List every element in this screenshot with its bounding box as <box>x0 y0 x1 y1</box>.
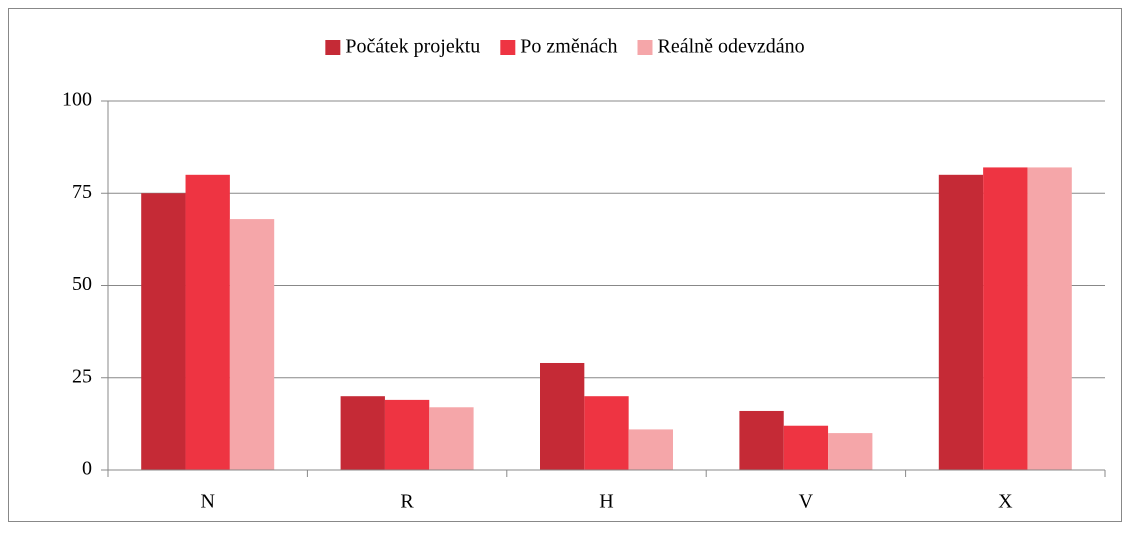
x-tick-label: V <box>799 491 814 513</box>
legend-label: Po změnách <box>520 36 617 58</box>
x-tick-label: N <box>200 491 214 513</box>
legend: Počátek projektu Po změnách Reálně odevzdá… <box>325 36 805 58</box>
bar <box>584 396 629 470</box>
bar <box>828 433 873 470</box>
bar <box>384 399 430 470</box>
x-tick-label: H <box>599 491 613 513</box>
bar <box>739 410 784 470</box>
bar <box>185 174 230 471</box>
bar <box>783 425 829 470</box>
bar <box>983 167 1028 471</box>
bar <box>229 219 275 470</box>
y-tick-label: 0 <box>82 458 92 480</box>
bar <box>141 193 186 470</box>
bar <box>628 429 673 470</box>
legend-swatch <box>325 40 341 55</box>
y-tick-label: 50 <box>72 273 92 295</box>
y-tick-label: 25 <box>72 365 92 387</box>
legend-swatch <box>637 40 653 55</box>
x-tick-label: R <box>400 491 414 513</box>
x-tick-label: X <box>998 491 1013 513</box>
legend-label: Reálně odevzdáno <box>657 36 804 58</box>
y-tick-label: 75 <box>72 181 92 203</box>
bar <box>429 407 474 470</box>
bar <box>1027 167 1072 471</box>
legend-swatch <box>500 40 516 55</box>
bar <box>938 174 984 471</box>
bar <box>540 362 585 470</box>
legend-label: Počátek projektu <box>345 36 480 58</box>
bar <box>340 396 385 470</box>
y-tick-label: 100 <box>62 89 92 111</box>
